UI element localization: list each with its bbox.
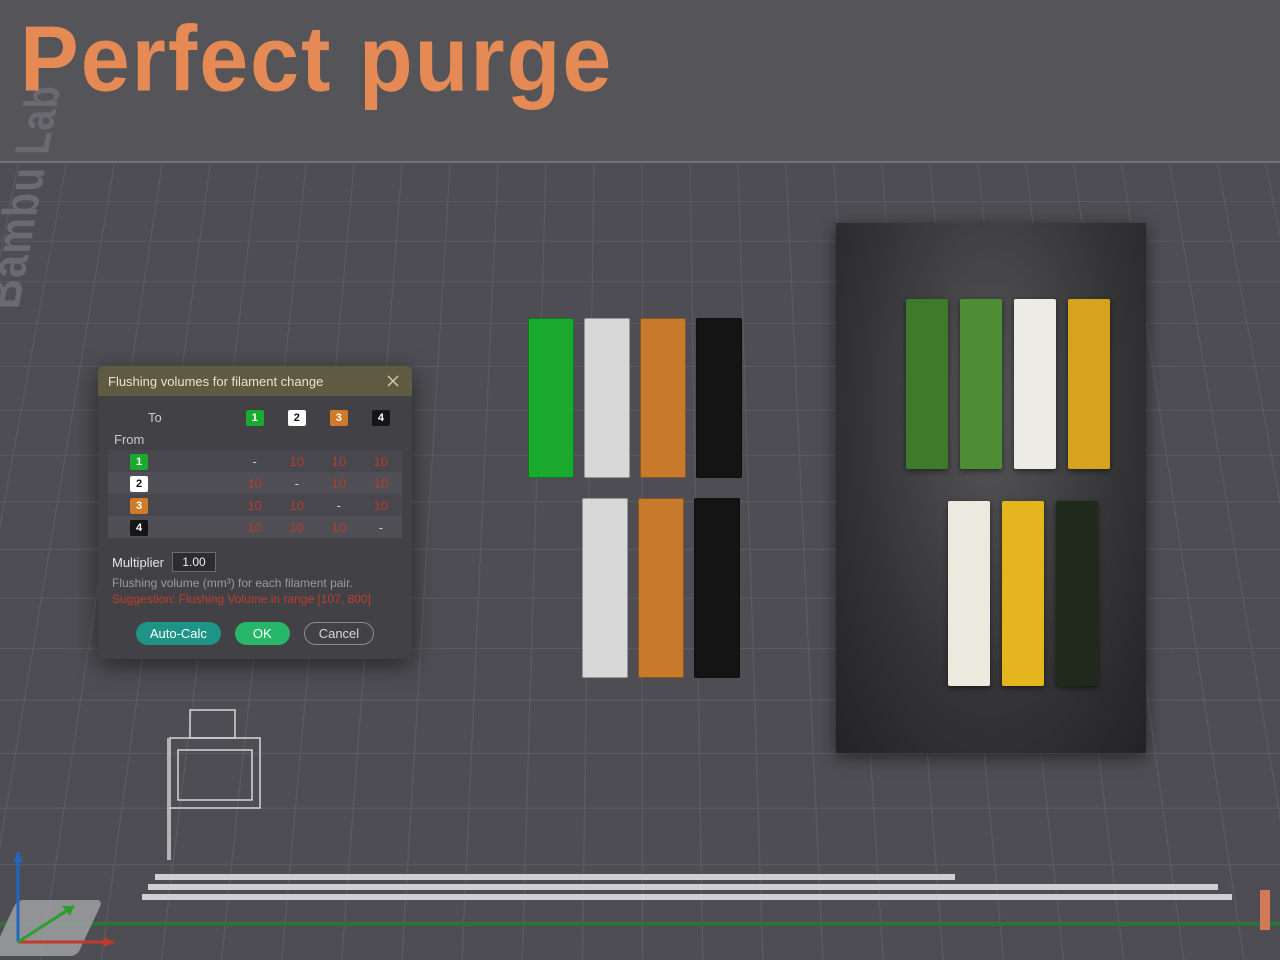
edge-marker xyxy=(1260,890,1270,930)
to-label: To xyxy=(108,406,234,428)
baseline-strip xyxy=(148,884,1218,890)
matrix-cell[interactable]: 10 xyxy=(276,516,318,538)
baseline-strip xyxy=(142,894,1232,900)
model-chip xyxy=(638,498,684,678)
matrix-cell[interactable]: 10 xyxy=(360,472,402,494)
matrix-cell[interactable]: 10 xyxy=(276,494,318,516)
model-swatch-row-bottom xyxy=(582,498,740,678)
filament-swatch-2: 2 xyxy=(288,410,306,426)
matrix-cell[interactable]: 10 xyxy=(234,494,276,516)
photo-chip xyxy=(906,299,948,469)
page-title: Perfect purge xyxy=(20,5,613,112)
matrix-row: 1-101010 xyxy=(108,450,402,472)
photo-row-2 xyxy=(948,501,1098,686)
matrix-cell[interactable]: 10 xyxy=(234,516,276,538)
photo-chip xyxy=(1068,299,1110,469)
matrix-row: 210-1010 xyxy=(108,472,402,494)
model-swatch-row-top xyxy=(528,318,742,478)
matrix-cell[interactable]: 10 xyxy=(360,494,402,516)
model-chip xyxy=(696,318,742,478)
matrix-cell[interactable]: 10 xyxy=(318,516,360,538)
matrix-cell[interactable]: 10 xyxy=(360,450,402,472)
dialog-title: Flushing volumes for filament change xyxy=(108,374,323,389)
multiplier-input[interactable] xyxy=(172,552,216,572)
matrix-cell[interactable]: 10 xyxy=(318,472,360,494)
matrix-cell[interactable]: 10 xyxy=(318,450,360,472)
model-chip xyxy=(584,318,630,478)
ok-button[interactable]: OK xyxy=(235,622,290,645)
close-icon[interactable] xyxy=(384,372,402,390)
photo-chip xyxy=(948,501,990,686)
photo-chip xyxy=(1014,299,1056,469)
matrix-cell[interactable]: - xyxy=(360,516,402,538)
baseline-strip xyxy=(155,874,955,880)
filament-swatch-4: 4 xyxy=(372,410,390,426)
photo-chip xyxy=(1056,501,1098,686)
matrix-cell[interactable]: 10 xyxy=(276,450,318,472)
dialog-titlebar[interactable]: Flushing volumes for filament change xyxy=(98,366,412,396)
matrix-cell[interactable]: 10 xyxy=(234,472,276,494)
cancel-button[interactable]: Cancel xyxy=(304,622,374,645)
from-label: From xyxy=(108,428,234,450)
matrix-row: 4101010- xyxy=(108,516,402,538)
filament-swatch-3: 3 xyxy=(130,498,148,514)
model-chip xyxy=(582,498,628,678)
photo-row-1 xyxy=(906,299,1110,469)
multiplier-row: Multiplier xyxy=(98,542,412,574)
photo-chip xyxy=(1002,501,1044,686)
model-chip xyxy=(640,318,686,478)
dialog-button-row: Auto-Calc OK Cancel xyxy=(98,616,412,659)
nozzle-wireframe-icon xyxy=(150,700,300,870)
matrix-cell[interactable]: - xyxy=(318,494,360,516)
model-chip xyxy=(694,498,740,678)
suggestion-text: Suggestion: Flushing Volume in range [10… xyxy=(98,592,412,616)
filament-swatch-1: 1 xyxy=(246,410,264,426)
model-chip xyxy=(528,318,574,478)
matrix-cell[interactable]: - xyxy=(234,450,276,472)
filament-swatch-1: 1 xyxy=(130,454,148,470)
photo-chip xyxy=(960,299,1002,469)
help-text: Flushing volume (mm³) for each filament … xyxy=(98,574,412,592)
axis-gizmo[interactable] xyxy=(4,836,124,956)
multiplier-label: Multiplier xyxy=(112,555,164,570)
flushing-volumes-dialog: Flushing volumes for filament change To … xyxy=(98,366,412,659)
filament-swatch-2: 2 xyxy=(130,476,148,492)
axis-x-line xyxy=(0,923,1280,926)
flushing-matrix: To 1 2 3 4 From 1-101010210-101031010-10… xyxy=(98,396,412,542)
matrix-cell[interactable]: - xyxy=(276,472,318,494)
matrix-row: 31010-10 xyxy=(108,494,402,516)
photo-panel xyxy=(836,223,1146,753)
filament-swatch-3: 3 xyxy=(330,410,348,426)
plate-brand-label: Bambu Lab xyxy=(0,85,72,309)
filament-swatch-4: 4 xyxy=(130,520,148,536)
axis-y-icon xyxy=(18,906,74,942)
auto-calc-button[interactable]: Auto-Calc xyxy=(136,622,221,645)
